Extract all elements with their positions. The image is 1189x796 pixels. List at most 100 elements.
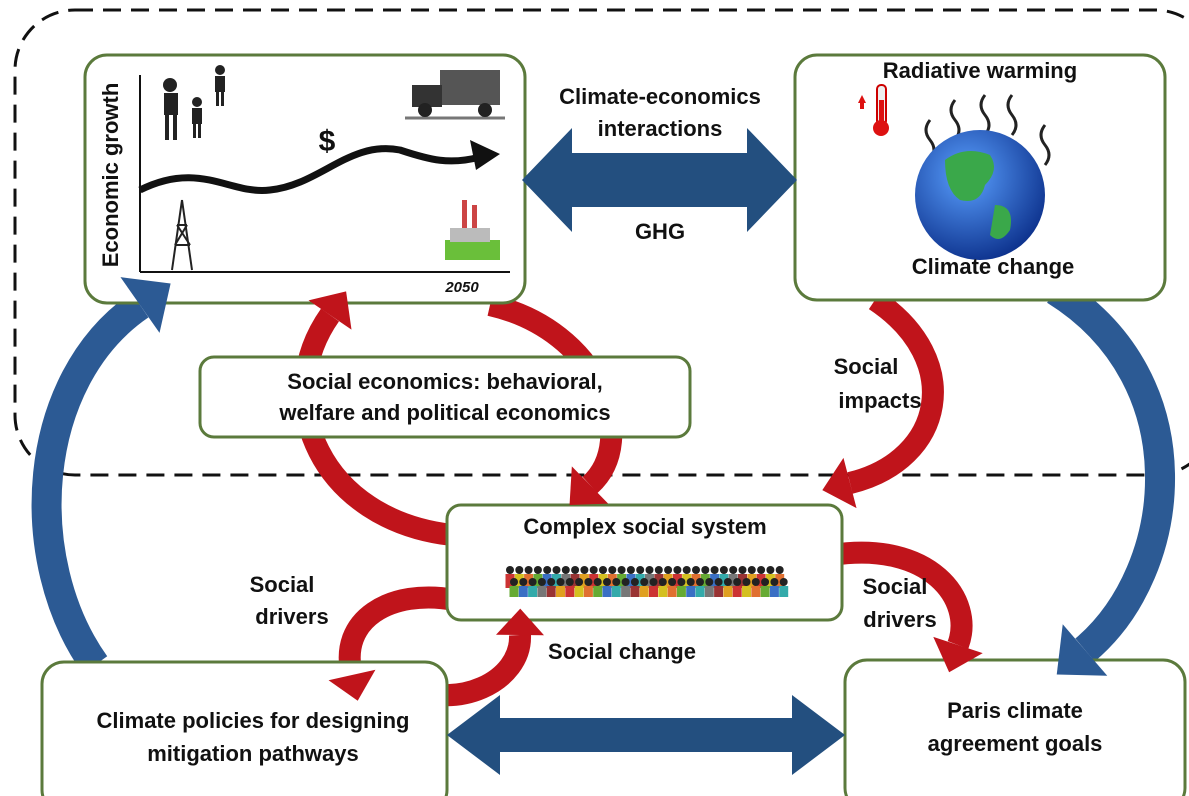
person-head [677, 578, 686, 586]
arrowhead [328, 669, 376, 701]
person-head [664, 566, 673, 574]
person-head [584, 578, 593, 586]
person-body [524, 574, 534, 588]
person-head [649, 578, 658, 586]
circle-part [192, 97, 202, 107]
economy-climate-boundary [13, 8, 1189, 477]
person-head [552, 566, 561, 574]
circle-part [215, 65, 225, 75]
person-body [663, 574, 673, 588]
person-body [645, 574, 654, 588]
person-body [611, 586, 621, 597]
line-part [181, 199, 193, 271]
person-body [561, 574, 571, 588]
label: Climate-economics [559, 84, 761, 109]
rect-part [412, 85, 442, 107]
person-body [760, 586, 770, 597]
label: drivers [255, 604, 328, 629]
person-body [598, 574, 608, 588]
path-part [1039, 124, 1051, 166]
person-body [505, 574, 515, 588]
arrowhead [569, 466, 609, 505]
thermometer [858, 84, 889, 136]
line-part [176, 224, 191, 246]
double-arrow [522, 128, 797, 232]
person-head [603, 578, 611, 586]
person-body [617, 574, 627, 588]
person-body [570, 574, 580, 588]
circle-part [478, 103, 492, 117]
person-head [510, 578, 518, 586]
rect-part [192, 108, 202, 124]
person-head [714, 578, 723, 586]
person-head [630, 578, 639, 586]
growth-curve [138, 145, 481, 194]
person-body [747, 574, 757, 588]
person-head [506, 566, 514, 574]
person-head [761, 578, 770, 586]
person-body [700, 574, 710, 588]
path-part [979, 94, 991, 136]
person-body [621, 586, 631, 597]
person-head [589, 566, 598, 574]
currency-symbol: $ [319, 125, 336, 158]
label: welfare and political economics [278, 400, 610, 425]
person-head [757, 566, 766, 574]
person-body [658, 586, 668, 597]
oil-derrick [171, 199, 193, 271]
rect-part [472, 205, 477, 242]
people [163, 65, 225, 140]
arrowhead [933, 636, 983, 673]
person-head [747, 566, 756, 574]
rect-part [164, 93, 178, 115]
person-body [654, 574, 664, 588]
rect-part [215, 76, 225, 92]
person-body [565, 586, 575, 597]
person-head [617, 566, 626, 574]
person-head [658, 578, 667, 586]
paris-box [843, 658, 1187, 796]
label: Social economics: behavioral, [287, 369, 602, 394]
arrowhead [470, 140, 500, 170]
person-body [676, 586, 686, 597]
red-curve-arrow [847, 290, 944, 494]
person-body [533, 574, 543, 588]
person-body [775, 574, 785, 588]
label: Radiative warming [883, 58, 1077, 83]
blue-curve-arrow [31, 292, 149, 674]
person-head [710, 566, 719, 574]
double-arrow [447, 695, 845, 775]
person-body [779, 586, 789, 597]
person-body [672, 574, 682, 588]
person-body [602, 586, 612, 597]
person-head [608, 566, 617, 574]
label: agreement goals [928, 731, 1103, 756]
person-head [515, 566, 524, 574]
person-body [742, 586, 751, 597]
label: Climate policies for designing [97, 708, 410, 733]
arrowhead [308, 291, 352, 330]
person-head [599, 566, 607, 574]
power-plant [445, 200, 500, 260]
label: GHG [635, 219, 685, 244]
rect-part [462, 200, 467, 242]
person-body [514, 574, 524, 588]
policies-box [40, 660, 449, 796]
line-part [171, 199, 183, 271]
person-head [654, 566, 663, 574]
person-body [649, 586, 658, 597]
person-body [607, 574, 617, 588]
person-head [686, 578, 695, 586]
label: drivers [863, 607, 936, 632]
person-body [723, 586, 733, 597]
person-body [738, 574, 747, 588]
person-body [682, 574, 692, 588]
person-body [719, 574, 729, 588]
truck [405, 70, 505, 120]
person-head [575, 578, 584, 586]
person-head [779, 578, 788, 586]
person-head [561, 566, 570, 574]
rect-part [165, 115, 169, 140]
year-label: 2050 [444, 279, 479, 296]
polygon-part [858, 95, 866, 103]
